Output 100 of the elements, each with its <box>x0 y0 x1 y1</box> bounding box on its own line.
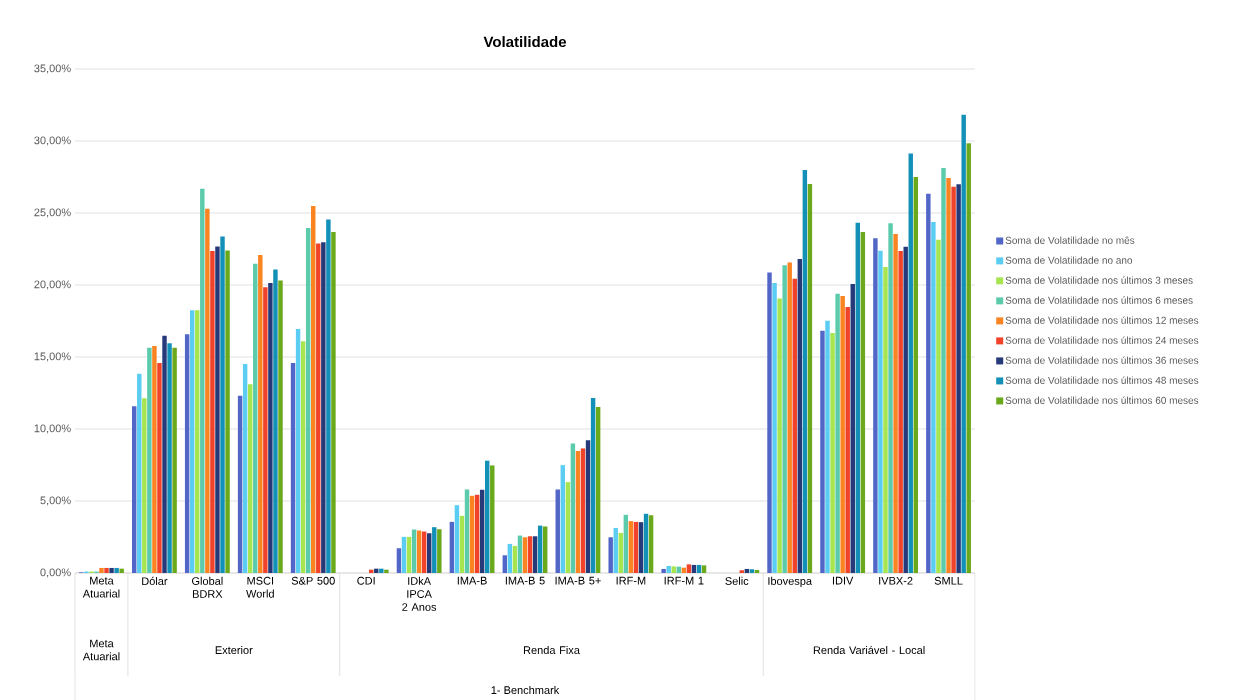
bar <box>888 223 893 573</box>
x-tick-label: Global BDRX <box>192 576 223 598</box>
bar <box>147 347 152 573</box>
bar <box>739 570 745 573</box>
bar <box>845 306 850 573</box>
y-tick-label: 5,00% <box>40 496 71 506</box>
bar <box>300 341 306 573</box>
y-tick-label: 30,00% <box>34 136 71 146</box>
bar <box>686 564 692 573</box>
bar <box>946 177 951 573</box>
y-tick-label: 15,00% <box>34 352 71 362</box>
bar <box>507 543 513 573</box>
bar <box>263 286 268 573</box>
bar <box>172 347 177 573</box>
bar <box>966 143 971 573</box>
x-tick-label: MSCI World <box>246 576 274 598</box>
bar <box>258 254 263 573</box>
bar <box>464 489 470 573</box>
bar <box>638 521 644 573</box>
bar <box>200 188 205 573</box>
y-tick-label: 35,00% <box>34 64 71 74</box>
x-tick-label: IDkA IPCA 2 Anos <box>402 576 437 611</box>
bar <box>961 114 966 573</box>
bar <box>648 515 654 573</box>
bar <box>459 515 465 573</box>
x-tick-label: CDI <box>357 576 375 585</box>
bar <box>951 186 956 573</box>
bar <box>162 335 167 573</box>
bar <box>628 520 634 573</box>
bar <box>157 362 162 573</box>
x-tick-label: IVBX-2 <box>879 576 913 585</box>
bar <box>956 184 961 573</box>
bar <box>840 295 845 573</box>
bar <box>537 525 543 573</box>
bar <box>374 568 379 573</box>
bar <box>666 565 671 573</box>
bar <box>184 334 190 573</box>
legend-label: Soma de Volatilidade nos últimos 36 meses <box>1005 356 1199 364</box>
bar <box>590 397 596 573</box>
bar <box>454 504 460 573</box>
bar <box>152 345 157 573</box>
bar <box>316 243 321 573</box>
bar <box>237 395 243 573</box>
x-tick-label: IRF-M <box>616 576 646 585</box>
bar <box>782 265 787 573</box>
bar <box>384 569 389 573</box>
x-tick-label: Meta Atuarial <box>82 576 120 598</box>
bar <box>109 567 114 573</box>
text: Exterior <box>215 645 253 654</box>
bar <box>427 533 432 573</box>
bar <box>119 568 124 573</box>
bar <box>618 532 624 573</box>
bar <box>787 262 792 573</box>
bar <box>931 221 936 573</box>
bar <box>242 363 248 573</box>
bar <box>215 246 220 573</box>
bar <box>772 282 777 573</box>
bar <box>527 536 533 573</box>
bar <box>432 527 437 573</box>
bar <box>855 222 861 573</box>
bar <box>802 169 808 573</box>
bar <box>132 406 137 573</box>
bar <box>379 568 384 573</box>
legend-label: Soma de Volatilidade nos últimos 6 meses <box>1005 296 1193 304</box>
bar <box>749 569 755 573</box>
bar <box>873 238 878 573</box>
bar <box>295 328 301 573</box>
legend-label: Soma de Volatilidade no mês <box>1005 236 1135 244</box>
bar <box>474 494 480 573</box>
bar <box>883 266 888 573</box>
y-tick-label: 0,00% <box>40 568 71 578</box>
y-tick-label: 20,00% <box>34 280 71 290</box>
bar <box>469 495 475 573</box>
bar <box>195 310 200 573</box>
bar <box>926 193 931 573</box>
bar <box>479 489 485 573</box>
legend-label: Soma de Volatilidade nos últimos 12 meses <box>1005 316 1199 324</box>
bar <box>661 568 666 573</box>
x-tick-label: Selic <box>725 576 749 585</box>
bar <box>189 310 195 573</box>
bar <box>290 362 296 573</box>
bar <box>167 343 172 573</box>
bar <box>247 384 253 573</box>
bar <box>850 283 855 573</box>
bar <box>767 272 772 573</box>
bar <box>99 567 104 573</box>
bar <box>542 526 548 573</box>
bar <box>104 567 109 573</box>
bar <box>210 250 215 573</box>
bar <box>326 219 331 573</box>
bar <box>595 406 601 573</box>
legend-label: Soma de Volatilidade no ano <box>1005 256 1133 264</box>
bar <box>512 545 518 573</box>
bar <box>396 548 402 573</box>
bar <box>835 293 840 573</box>
bar <box>555 489 560 573</box>
bar <box>898 250 903 573</box>
bar <box>643 513 649 573</box>
bar <box>137 373 142 573</box>
bar <box>305 227 311 573</box>
